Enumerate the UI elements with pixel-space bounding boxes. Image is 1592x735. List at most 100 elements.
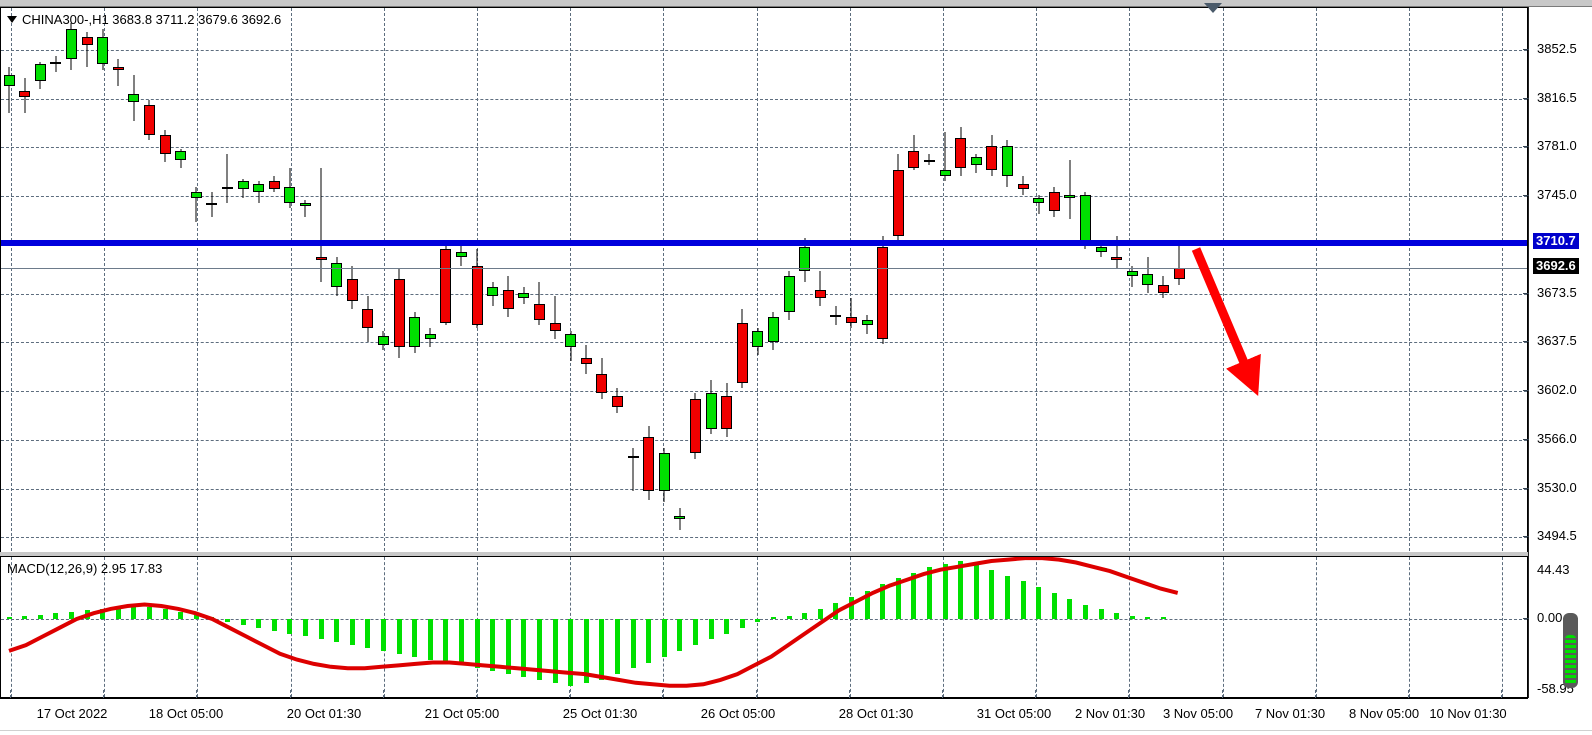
candle-body-bullish (861, 320, 873, 326)
macd-histogram-bar (739, 619, 745, 628)
candle-body-bearish (549, 322, 561, 331)
macd-histogram-bar (427, 619, 433, 660)
macd-histogram-bar (661, 619, 667, 657)
macd-histogram-bar (755, 619, 761, 622)
candle-body-bearish (1157, 284, 1169, 293)
macd-histogram-bar (973, 563, 979, 619)
macd-histogram-bar (1160, 617, 1166, 619)
time-axis-tick (1035, 690, 1037, 698)
triangle-down-icon[interactable] (7, 16, 17, 24)
candle-body-bearish (81, 37, 93, 46)
time-axis-tick (1408, 690, 1409, 698)
macd-histogram-bar (770, 617, 776, 619)
candlestick (736, 8, 748, 551)
candlestick (190, 8, 202, 551)
candlestick (923, 8, 935, 551)
macd-axis-label: 44.43 (1537, 562, 1570, 577)
candlestick (643, 8, 655, 551)
candlestick (1111, 8, 1123, 551)
candle-body-bearish (955, 137, 967, 168)
macd-histogram-bar (911, 572, 917, 619)
chart-position-marker-icon[interactable] (1204, 3, 1222, 13)
candle-body-bullish (284, 186, 296, 204)
candle-body-bullish (1001, 145, 1013, 176)
candlestick (814, 8, 826, 551)
macd-histogram-bar (1129, 616, 1135, 619)
candle-body-bearish (346, 279, 358, 301)
candle-wick (944, 132, 946, 182)
candle-wick (8, 67, 10, 114)
macd-histogram-bar (68, 611, 74, 619)
candle-body-bearish (1173, 268, 1185, 280)
candle-body-bullish (455, 252, 467, 258)
macd-histogram-bar (677, 619, 683, 651)
macd-histogram-bar (895, 578, 901, 619)
price-chart-panel[interactable]: CHINA300-,H1 3683.8 3711.2 3679.6 3692.6 (0, 7, 1528, 552)
candle-body-bullish (767, 317, 779, 342)
candle-body-bearish (830, 314, 842, 318)
time-axis-label: 17 Oct 2022 (36, 706, 108, 721)
candle-body-bearish (1048, 192, 1060, 212)
macd-histogram-bar (505, 619, 511, 675)
price-axis-label: 3566.0 (1537, 430, 1577, 446)
candle-body-bullish (674, 515, 686, 519)
axis-tick (1523, 97, 1529, 99)
chart-header-text: CHINA300-,H1 3683.8 3711.2 3679.6 3692.6 (22, 12, 282, 27)
candle-body-bullish (799, 246, 811, 272)
time-axis-tick (103, 690, 105, 698)
candle-body-bullish (1064, 194, 1076, 198)
candle-body-bearish (159, 135, 171, 155)
candle-body-bearish (689, 398, 701, 454)
time-axis-tick (1314, 690, 1316, 698)
candle-body-bullish (1126, 271, 1138, 277)
candle-body-bearish (143, 105, 155, 135)
macd-histogram-bar (380, 619, 386, 651)
candlestick (845, 8, 857, 551)
price-axis-label: 3602.0 (1537, 381, 1577, 397)
candlestick (112, 8, 124, 551)
macd-histogram-bar (568, 619, 574, 686)
time-axis-tick (289, 690, 291, 698)
candle-body-bearish (440, 249, 452, 323)
candle-body-bearish (596, 374, 608, 394)
candle-body-bullish (50, 61, 62, 64)
macd-histogram-bar (630, 619, 636, 669)
candle-body-bullish (518, 292, 530, 299)
candle-body-bearish (986, 145, 998, 171)
macd-indicator-panel[interactable]: MACD(12,26,9) 2.95 17.83 (0, 556, 1528, 698)
macd-vertical-scrollbar[interactable] (1563, 613, 1578, 688)
macd-histogram-bar (1067, 598, 1073, 619)
candle-wick (1038, 194, 1040, 214)
candlestick (97, 8, 109, 551)
candlestick (471, 8, 483, 551)
macd-histogram-bar (802, 613, 808, 619)
candle-body-bearish (877, 246, 889, 340)
bid-price-line (1, 239, 1527, 246)
time-axis[interactable]: 17 Oct 2022 18 Oct 05:00 20 Oct 01:30 21 Oc… (0, 690, 1592, 735)
axis-tick (1523, 438, 1529, 440)
time-axis-line (0, 698, 1528, 699)
macd-histogram-bar (224, 619, 230, 622)
candle-body-bearish (892, 170, 904, 236)
macd-histogram-bar (474, 619, 480, 669)
candle-body-bullish (565, 333, 577, 348)
price-axis-label: 3673.5 (1537, 284, 1577, 300)
candle-body-bullish (1033, 197, 1045, 204)
panel-divider (0, 552, 1592, 556)
candlestick (752, 8, 764, 551)
time-axis-tick (1128, 690, 1130, 698)
candlestick (81, 8, 93, 551)
candle-body-bearish (19, 91, 31, 97)
price-axis[interactable]: 3852.5 3816.5 3781.0 3745.0 3673.5 3637.5 3602… (1523, 7, 1592, 698)
candle-body-bullish (1095, 246, 1107, 252)
axis-tick (1523, 49, 1529, 50)
scrollbar-thumb[interactable] (1565, 635, 1576, 685)
macd-histogram-bar (365, 619, 371, 648)
candle-wick (55, 56, 57, 73)
candle-body-bullish (783, 276, 795, 312)
candlestick (175, 8, 187, 551)
candle-wick (850, 298, 852, 329)
price-axis-label: 3852.5 (1537, 41, 1577, 56)
macd-histogram-bar (178, 611, 184, 619)
candlestick (986, 8, 998, 551)
